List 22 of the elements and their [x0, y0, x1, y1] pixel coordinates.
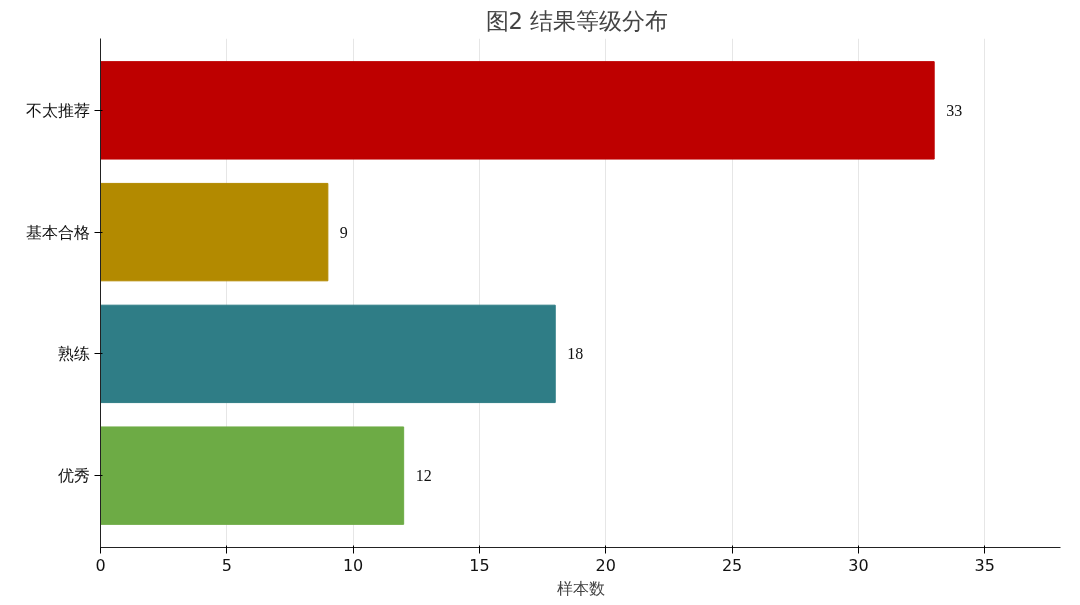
data-label: 12 [415, 467, 432, 485]
x-tick-label: 25 [721, 555, 743, 575]
y-tick-label: 不太推荐 [25, 100, 90, 120]
y-tick-label: 基本合格 [25, 222, 90, 242]
x-tick-label: 10 [342, 555, 364, 575]
data-label: 18 [567, 345, 584, 363]
chart-title: 图2 结果等级分布 [485, 7, 669, 34]
x-tick-label: 20 [595, 555, 616, 575]
data-label: 9 [339, 223, 348, 241]
bar [100, 304, 556, 404]
bar [100, 61, 935, 160]
x-tick-label: 15 [469, 555, 490, 575]
x-tick-label: 30 [848, 555, 869, 575]
x-tick-label: 35 [974, 555, 995, 575]
x-tick-label: 0 [95, 555, 106, 575]
bar [100, 426, 405, 525]
y-tick-label: 优秀 [57, 466, 90, 486]
bar [100, 182, 329, 282]
y-tick-label: 熟练 [57, 344, 90, 364]
x-axis-title: 样本数 [556, 578, 605, 598]
data-label: 33 [946, 101, 963, 119]
x-tick-label: 5 [221, 555, 232, 575]
